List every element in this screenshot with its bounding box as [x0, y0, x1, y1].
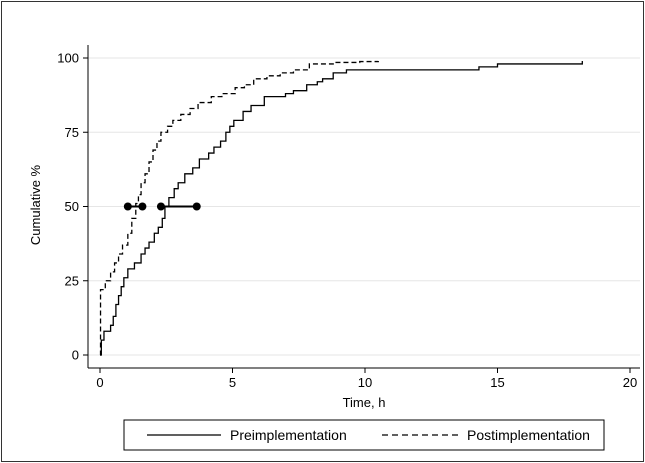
axes: 0 25 50 75 100 0 5 10 15 20	[57, 45, 640, 390]
ci-marker-low-postimplementation	[123, 202, 132, 211]
y-tick-label-75: 75	[65, 125, 79, 140]
ci-marker-low-preimplementation	[156, 202, 165, 211]
x-tick-label-15: 15	[490, 375, 504, 390]
legend-label-postimplementation: Postimplementation	[467, 427, 590, 443]
x-tick-label-20: 20	[623, 375, 637, 390]
legend-label-preimplementation: Preimplementation	[230, 427, 347, 443]
y-axis-title: Cumulative %	[28, 164, 43, 245]
x-axis-title: Time, h	[343, 395, 386, 410]
y-tick-label-25: 25	[65, 273, 79, 288]
y-tick-label-0: 0	[72, 348, 79, 363]
x-tick-label-0: 0	[96, 375, 103, 390]
y-tick-label-100: 100	[57, 51, 79, 66]
x-tick-label-5: 5	[229, 375, 236, 390]
series-line-preimplementation	[100, 60, 583, 356]
legend: Preimplementation Postimplementation	[123, 419, 605, 451]
confidence-interval-group	[123, 202, 201, 211]
series-line-postimplementation	[99, 60, 379, 356]
series-group	[99, 60, 583, 356]
ci-marker-high-postimplementation	[138, 202, 147, 211]
y-tick-label-50: 50	[65, 199, 79, 214]
x-tick-label-10: 10	[358, 375, 372, 390]
ci-marker-high-preimplementation	[192, 202, 201, 211]
